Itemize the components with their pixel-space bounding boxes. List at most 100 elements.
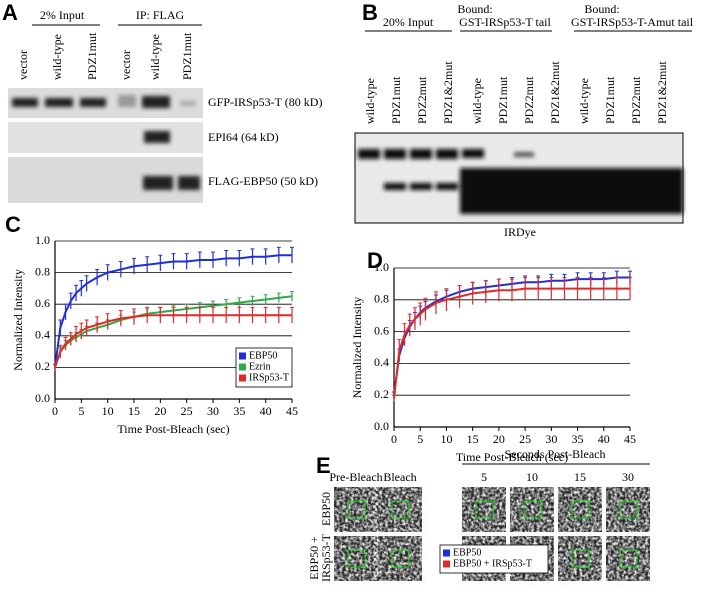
column-label: Pre-Bleach (329, 470, 382, 484)
x-tick-label: 45 (624, 432, 636, 446)
lane-label: wild-type (577, 78, 591, 124)
y-tick-label: 0.8 (35, 264, 50, 278)
panel-label: A (2, 0, 18, 25)
y-tick-label: 0.2 (374, 387, 389, 401)
legend-box (439, 544, 549, 574)
y-tick-label: 1.0 (35, 233, 50, 247)
group-label: IP: FLAG (136, 8, 185, 22)
y-tick-label: 0.4 (35, 328, 50, 342)
x-tick-label: 30 (207, 404, 219, 418)
x-tick-label: 20 (154, 404, 166, 418)
band-label: FLAG-EBP50 (50 kD) (208, 174, 318, 188)
micrograph-texture (558, 536, 602, 581)
y-axis-label: Normalized Intensity (11, 269, 25, 371)
x-tick-label: 40 (260, 404, 272, 418)
legend-label: Ezrin (249, 361, 271, 372)
legend-swatch (239, 352, 246, 360)
group-label: Bound: (457, 2, 492, 16)
bleach-roi (391, 549, 410, 568)
legend-label: EBP50 + IRSp53-T (453, 558, 532, 569)
legend-swatch (443, 560, 450, 568)
column-label: Bleach (383, 470, 416, 484)
x-tick-label: 5 (78, 404, 84, 418)
group-label: GST-IRSp53-T tail (459, 15, 551, 29)
time-label: 5 (481, 470, 487, 484)
micrograph-texture (462, 487, 506, 532)
micrograph-texture (378, 487, 422, 532)
lane-label: vector (16, 50, 30, 80)
x-tick-label: 45 (286, 404, 298, 418)
lane-label: vector (119, 50, 133, 80)
y-tick-label: 0.0 (35, 391, 50, 405)
x-tick-label: 25 (519, 432, 531, 446)
micrograph-texture (334, 487, 378, 532)
bleach-roi (347, 549, 366, 568)
micrograph-texture (606, 487, 650, 532)
legend-label: IRSp53-T (249, 372, 289, 383)
x-tick-label: 15 (128, 404, 140, 418)
bleach-roi (475, 500, 494, 519)
panel-label: E (316, 453, 331, 478)
panel-label: C (5, 212, 21, 237)
series-line (54, 254, 292, 368)
bleach-roi (619, 549, 638, 568)
micrograph-texture (510, 487, 554, 532)
x-tick-label: 30 (545, 432, 557, 446)
lane-label: PDZ1mut (180, 32, 194, 80)
micrograph-texture (558, 487, 602, 532)
y-tick-label: 0.6 (374, 323, 389, 337)
lane-label: PDZ2mut (629, 76, 643, 124)
x-tick-label: 35 (572, 432, 584, 446)
legend-swatch (239, 374, 246, 382)
y-tick-label: 0.2 (35, 359, 50, 373)
legend-label: EBP50 (453, 547, 481, 558)
x-tick-label: 10 (102, 404, 114, 418)
band-label: GFP-IRSp53-T (80 kD) (208, 95, 322, 109)
bleach-roi (619, 500, 638, 519)
group-label: Seconds Post-Bleach (505, 447, 606, 461)
band-label: EPI64 (64 kD) (208, 130, 279, 144)
group-label: GST-IRSp53-T-Amut tail (571, 15, 694, 29)
lane-label: PDZ1&2mut (655, 61, 669, 124)
x-tick-label: 25 (181, 404, 193, 418)
micrograph-texture (378, 536, 422, 581)
lane-label: PDZ1mut (389, 76, 403, 124)
y-tick-label: 0.0 (374, 419, 389, 433)
panel-label: B (362, 0, 378, 25)
y-tick-label: 0.6 (35, 296, 50, 310)
group-label: Bound: (584, 2, 619, 16)
micrographs (334, 487, 650, 581)
blot-caption: IRDye (504, 225, 536, 239)
bleach-roi (523, 500, 542, 519)
bleach-roi (571, 500, 590, 519)
x-tick-label: 35 (233, 404, 245, 418)
row-label: EBP50 + (307, 536, 321, 580)
bleach-roi (571, 549, 590, 568)
time-label: 30 (622, 470, 634, 484)
time-label: 15 (574, 470, 586, 484)
group-label: 20% Input (383, 15, 434, 29)
blot-a (8, 88, 203, 203)
legend-swatch (239, 363, 246, 371)
lane-label: PDZ1mut (85, 32, 99, 80)
x-axis-label: Time Post-Bleach (sec) (117, 422, 229, 436)
micrograph-texture (606, 536, 650, 581)
y-tick-label: 0.8 (374, 292, 389, 306)
lane-label: PDZ2mut (522, 76, 536, 124)
x-tick-label: 0 (52, 404, 58, 418)
bleach-roi (347, 500, 366, 519)
series-line (54, 314, 292, 368)
x-tick-label: 20 (493, 432, 505, 446)
group-label: 2% Input (40, 8, 85, 22)
lane-label: wild-type (470, 78, 484, 124)
lane-label: wild-type (363, 78, 377, 124)
lane-label: PDZ1&2mut (548, 61, 562, 124)
x-tick-label: 40 (598, 432, 610, 446)
y-axis-label: Normalized Intensity (350, 297, 364, 399)
time-label: 10 (526, 470, 538, 484)
lane-label: PDZ2mut (415, 76, 429, 124)
panel-label: D (367, 248, 383, 273)
legend-swatch (443, 549, 450, 557)
